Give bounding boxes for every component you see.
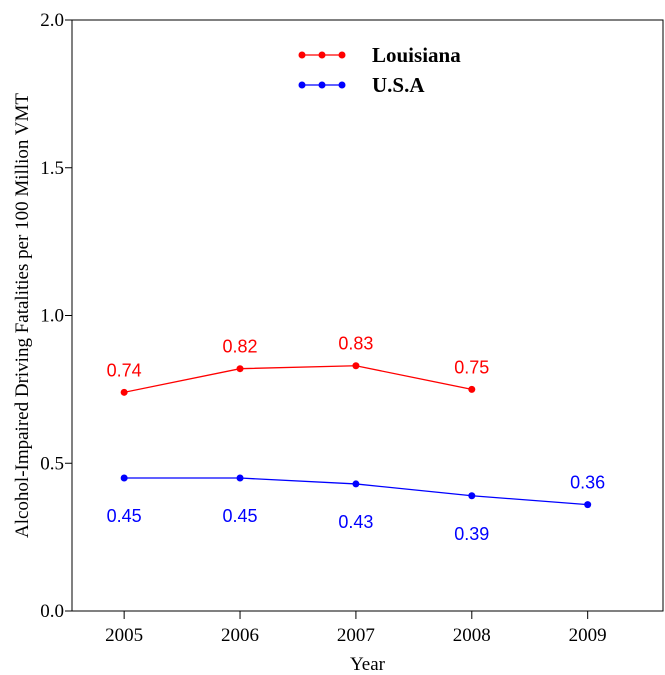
x-tick-label: 2006 <box>221 625 259 646</box>
legend-label-u-s-a: U.S.A <box>372 73 425 97</box>
x-tick-label: 2007 <box>337 625 375 646</box>
ticks: 0.0 0.5 1.0 1.5 2.0 2005 2006 2007 2008 2009 <box>40 10 606 646</box>
y-tick-label: 0.0 <box>40 601 64 622</box>
data-label-louisiana: 0.82 <box>223 337 258 357</box>
data-label-louisiana: 0.75 <box>454 357 489 377</box>
data-label-u-s-a: 0.45 <box>223 506 258 526</box>
x-tick-label: 2005 <box>105 625 143 646</box>
y-tick-label: 2.0 <box>40 10 64 31</box>
data-point-u-s-a <box>120 474 128 482</box>
data-label-u-s-a: 0.39 <box>454 524 489 544</box>
series-group: 0.74 0.82 0.83 0.75 0.45 0.45 0.43 0.39 0.36 <box>107 334 606 544</box>
data-label-u-s-a: 0.45 <box>107 506 142 526</box>
data-point-louisiana <box>120 388 128 396</box>
data-label-u-s-a: 0.43 <box>338 512 373 532</box>
data-point-louisiana <box>352 362 360 370</box>
data-point-u-s-a <box>584 501 592 509</box>
legend-marker-louisiana <box>318 51 326 59</box>
x-tick-label: 2008 <box>453 625 491 646</box>
legend-marker-louisiana <box>298 51 306 59</box>
data-label-u-s-a: 0.36 <box>570 473 605 493</box>
y-tick-label: 1.5 <box>40 158 64 179</box>
legend-marker-u-s-a <box>298 81 306 89</box>
data-point-louisiana <box>468 385 476 393</box>
legend-marker-u-s-a <box>338 81 346 89</box>
data-label-louisiana: 0.74 <box>107 360 142 380</box>
legend-label-louisiana: Louisiana <box>372 43 461 67</box>
y-axis-title: Alcohol-Impaired Driving Fatalities per … <box>12 93 33 538</box>
data-point-louisiana <box>236 365 244 373</box>
data-label-louisiana: 0.83 <box>338 334 373 354</box>
y-tick-label: 0.5 <box>40 453 64 474</box>
data-point-u-s-a <box>236 474 244 482</box>
x-tick-label: 2009 <box>569 625 607 646</box>
legend-marker-louisiana <box>338 51 346 59</box>
legend: Louisiana U.S.A <box>298 43 461 97</box>
data-point-u-s-a <box>468 492 476 500</box>
y-tick-label: 1.0 <box>40 306 64 327</box>
x-axis-title: Year <box>350 654 386 675</box>
legend-marker-u-s-a <box>318 81 326 89</box>
data-point-u-s-a <box>352 480 360 488</box>
series-line-louisiana <box>124 365 472 393</box>
